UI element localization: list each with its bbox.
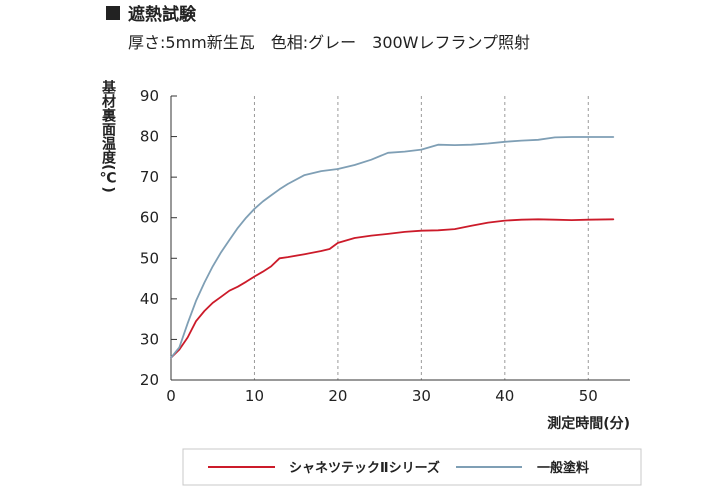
chart-subtitle: 厚さ:5mm新生瓦 色相:グレー 300Wレフランプ照射 xyxy=(128,33,530,52)
x-axis-title: 測定時間(分) xyxy=(547,415,630,432)
y-tick-label-30: 30 xyxy=(140,330,159,348)
x-tick-label-40: 40 xyxy=(495,387,514,405)
y-axis-title: 基材裏面温度(℃) xyxy=(99,79,117,192)
y-tick-label-90: 90 xyxy=(140,87,159,105)
y-tick-labels: 20 30 40 50 60 70 80 90 xyxy=(140,87,159,389)
x-tick-label-10: 10 xyxy=(245,387,264,405)
x-tick-label-20: 20 xyxy=(328,387,347,405)
header-square-marker xyxy=(106,6,120,20)
series-line-general xyxy=(170,136,615,359)
y-tick-label-60: 60 xyxy=(140,209,159,227)
x-tick-labels: 0 10 20 30 40 50 xyxy=(166,387,598,405)
axes xyxy=(170,95,630,381)
legend-label-shanetsu: シャネツテックⅡシリーズ xyxy=(289,460,440,476)
series-lines xyxy=(170,136,615,359)
x-tick-label-30: 30 xyxy=(412,387,431,405)
y-tick-label-40: 40 xyxy=(140,290,159,308)
legend-label-general: 一般塗料 xyxy=(537,460,589,476)
legend: シャネツテックⅡシリーズ 一般塗料 xyxy=(182,448,642,486)
vertical-gridlines xyxy=(253,96,589,380)
chart-title: 遮熱試験 xyxy=(128,4,197,25)
y-tick-label-80: 80 xyxy=(140,128,159,146)
x-tick-label-50: 50 xyxy=(579,387,598,405)
y-tick-label-20: 20 xyxy=(140,371,159,389)
y-tick-label-50: 50 xyxy=(140,249,159,267)
series-line-shanetsu xyxy=(170,218,615,359)
x-tick-label-0: 0 xyxy=(166,387,176,405)
y-tick-label-70: 70 xyxy=(140,168,159,186)
